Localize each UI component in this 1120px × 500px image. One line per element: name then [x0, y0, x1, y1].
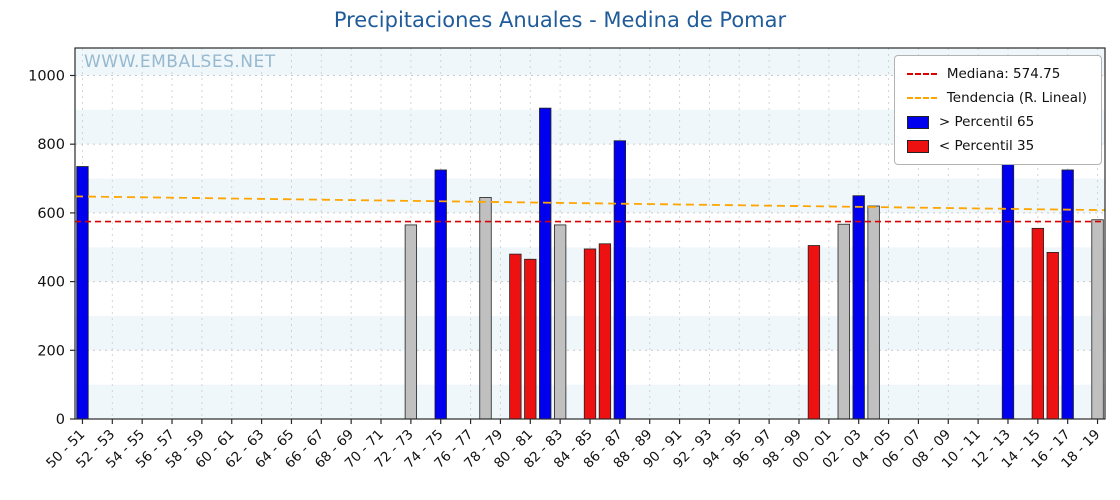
y-tick-label: 1000: [28, 68, 65, 84]
legend: Mediana: 574.75 Tendencia (R. Lineal) > …: [893, 55, 1102, 165]
legend-p65-label: > Percentil 65: [938, 114, 1035, 130]
legend-trend-label: Tendencia (R. Lineal): [946, 90, 1087, 106]
y-tick-label: 200: [37, 343, 65, 359]
legend-row-median: Mediana: 574.75: [906, 66, 1087, 82]
trend-line: [74, 195, 1106, 212]
legend-row-p65: > Percentil 65: [906, 114, 1087, 130]
y-tick-label: 800: [37, 137, 65, 153]
legend-row-p35: < Percentil 35: [906, 138, 1087, 154]
bar-2016-17: [1061, 169, 1074, 420]
percentil35-swatch: [906, 139, 929, 153]
y-tick-label: 600: [37, 206, 65, 222]
percentil65-swatch: [906, 115, 929, 129]
bar-2015-16: [1046, 251, 1059, 420]
y-tick-label: 400: [37, 275, 65, 291]
chart-title: Precipitaciones Anuales - Medina de Poma…: [333, 8, 787, 32]
median-line-swatch: [906, 73, 937, 75]
watermark: WWW.EMBALSES.NET: [84, 52, 276, 72]
y-tick-label: 0: [56, 412, 65, 428]
legend-median-label: Mediana: 574.75: [946, 66, 1061, 82]
bar-1980-81: [524, 258, 537, 420]
bar-1986-87: [613, 140, 627, 420]
bar-1950-51: [76, 166, 89, 420]
legend-row-trend: Tendencia (R. Lineal): [906, 90, 1087, 106]
bar-1999-00: [807, 245, 821, 420]
bar-2002-03: [852, 195, 865, 420]
legend-p35-label: < Percentil 35: [938, 138, 1035, 154]
bar-1984-85: [583, 248, 597, 420]
bar-2003-04: [867, 205, 880, 420]
bar-2014-15: [1031, 227, 1044, 420]
bar-1982-83: [553, 224, 567, 420]
bar-1972-73: [404, 224, 418, 420]
bar-2018-19: [1091, 219, 1104, 420]
bar-1981-82: [539, 107, 552, 420]
bar-1985-86: [598, 243, 612, 420]
bar-1974-75: [434, 169, 447, 420]
trend-line-swatch: [906, 97, 937, 99]
bar-2001-02: [837, 223, 850, 420]
bar-1977-78: [479, 197, 492, 420]
bar-1979-80: [509, 253, 522, 420]
